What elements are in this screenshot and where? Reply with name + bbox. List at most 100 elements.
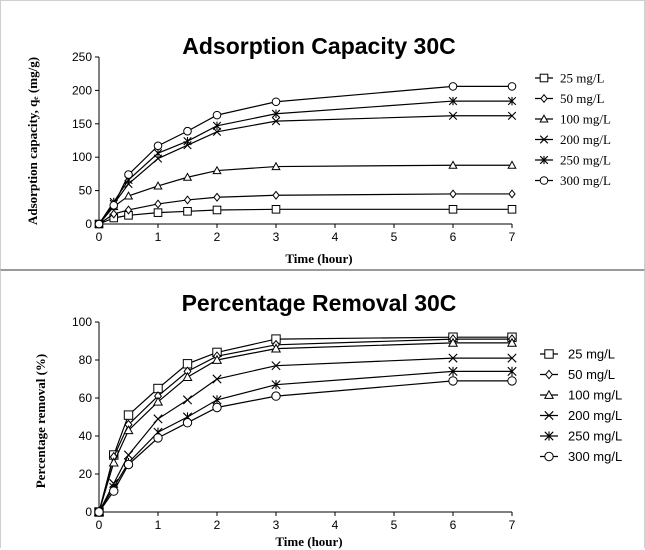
data-point [212,127,222,137]
data-point [272,190,280,200]
x-tick-label: 6 [450,518,457,532]
data-point [124,205,133,215]
legend-marker [539,176,549,185]
series-25-mg-l [94,332,517,517]
legend-label: 50 mg/L [560,91,604,106]
series-200-mg-l [94,353,517,517]
legend-label: 25 mg/L [560,71,604,86]
chart-title: Adsorption Capacity 30C [182,33,456,59]
data-point [212,374,222,384]
legend-item: 250 mg/L [540,429,622,444]
x-axis-label: Time (hour) [275,534,342,549]
data-point [449,189,457,199]
data-point [212,165,222,175]
data-point [123,191,134,200]
legend-marker [544,369,554,380]
data-point [182,395,193,405]
data-point [108,457,119,467]
legend-marker [544,349,554,359]
data-point [507,82,517,91]
data-point [183,195,192,205]
legend-item: 50 mg/L [540,367,615,382]
data-point [110,209,118,219]
data-point [271,361,281,371]
y-tick-label: 0 [85,217,92,231]
data-point [153,141,163,151]
data-point [183,136,192,146]
y-tick-label: 20 [79,467,93,481]
y-tick-label: 0 [85,505,92,519]
y-tick-label: 50 [79,184,93,198]
y-tick-label: 60 [79,391,93,405]
data-point [153,208,163,217]
data-point [183,126,192,136]
percentage-removal-chart: Percentage Removal 30C Percentage remova… [33,290,622,549]
x-tick-label: 1 [155,230,162,244]
legend-marker [539,73,549,83]
data-point [507,111,517,120]
data-point [507,160,517,169]
data-point [507,366,517,377]
data-point [448,376,458,386]
series-50-mg-l [95,189,516,229]
x-tick-label: 2 [214,230,221,244]
data-point [448,353,458,363]
x-tick-label: 7 [509,518,516,532]
legend-label: 100 mg/L [568,388,622,403]
data-point [448,82,458,91]
data-point [109,200,119,210]
legend-item: 250 mg/L [535,153,611,168]
series-300-mg-l [94,376,517,517]
data-point [212,402,222,413]
data-point [212,110,222,120]
x-tick-label: 6 [450,230,457,244]
data-point [211,354,223,364]
data-point [153,181,163,190]
data-point [123,425,134,435]
data-point [153,149,163,158]
legend-item: 200 mg/L [535,132,611,147]
data-point [508,189,516,199]
legend-item: 100 mg/L [540,388,622,403]
series-100-mg-l [93,337,518,516]
x-tick-label: 7 [509,230,516,244]
data-point [271,116,281,126]
legend-marker [539,114,549,123]
series-100-mg-l [94,160,517,228]
adsorption-capacity-chart: Adsorption Capacity 30C Adsorption capac… [25,33,611,266]
legend-marker [539,135,549,144]
data-point [153,433,163,443]
legend-label: 250 mg/L [560,153,611,168]
y-tick-label: 200 [72,83,92,97]
x-tick-label: 0 [96,230,103,244]
data-point [448,160,458,169]
data-point [213,192,221,202]
y-axis-label: Adsorption capacity, qₑ (mg/g) [25,57,40,225]
legend-label: 300 mg/L [560,173,611,188]
legend-marker [544,451,554,462]
data-point [271,109,281,118]
legend-item: 25 mg/L [535,71,604,86]
data-point [212,205,222,215]
legend-marker [540,93,548,104]
legend-item: 300 mg/L [540,449,622,464]
legend-label: 25 mg/L [568,347,615,362]
legend-item: 300 mg/L [535,173,611,188]
series-300-mg-l [94,82,517,229]
data-point [183,207,192,216]
legend-marker [544,410,554,421]
data-point [94,507,104,517]
data-point [507,96,517,106]
data-point [271,97,281,107]
y-tick-label: 250 [72,50,92,64]
x-tick-label: 4 [332,230,339,244]
data-point [448,366,458,377]
y-tick-label: 100 [72,315,92,329]
data-point [271,161,281,171]
data-point [124,170,133,179]
legend-item: 50 mg/L [535,91,604,106]
data-point [271,205,281,214]
data-point [94,219,104,229]
legend: 25 mg/L 50 mg/L 100 mg/L 200 mg/L 250 mg/L 30… [535,71,611,188]
data-point [123,459,134,470]
